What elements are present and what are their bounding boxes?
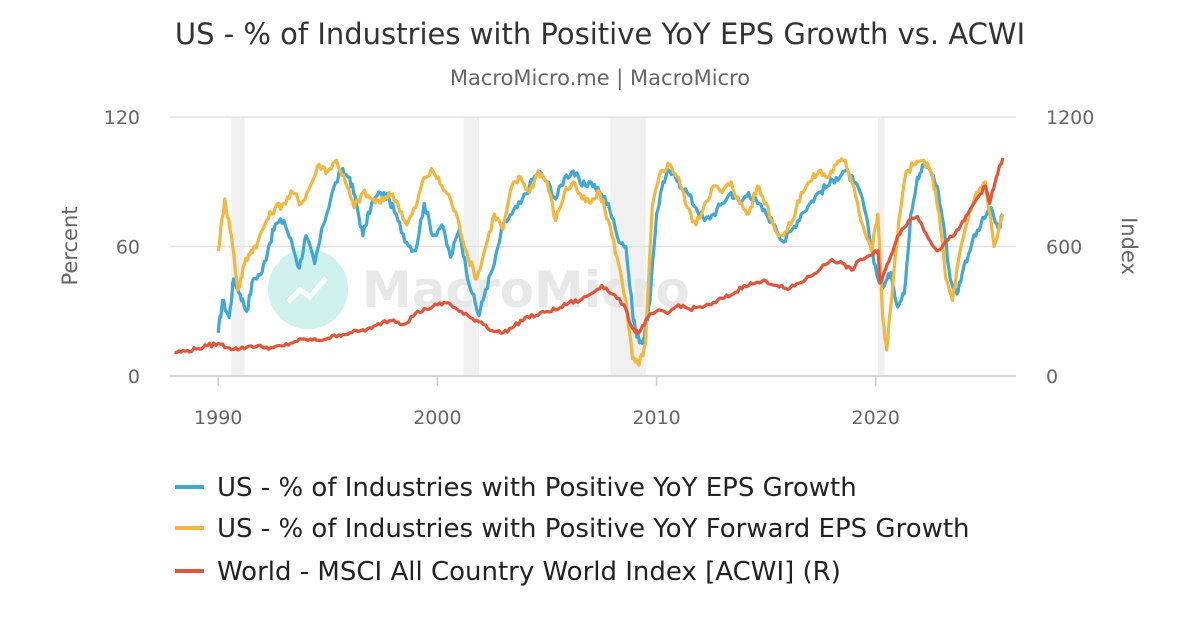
x-tick-label: 2000 [413, 407, 461, 429]
x-tick-label: 1990 [194, 407, 242, 429]
series-line-0 [216, 162, 1004, 345]
series-line-1 [216, 157, 1005, 367]
legend-label-1: US - % of Industries with Positive YoY F… [217, 514, 970, 544]
y-right-tick-label: 0 [1046, 366, 1058, 388]
legend: US - % of Industries with Positive YoY E… [175, 473, 970, 587]
legend-label-0: US - % of Industries with Positive YoY E… [217, 473, 857, 503]
y-left-tick-label: 60 [116, 237, 140, 259]
chart-title: US - % of Industries with Positive YoY E… [175, 17, 1025, 51]
y-axis-right-title: Index [1117, 217, 1141, 275]
y-left-tick-label: 0 [128, 366, 140, 388]
watermark-text: MacroMicro [362, 261, 690, 319]
x-tick-label: 2010 [632, 407, 680, 429]
x-tick-label: 2020 [852, 407, 900, 429]
y-axis-left-title: Percent [58, 206, 82, 285]
watermark: MacroMicro [268, 249, 690, 329]
watermark-logo-icon [268, 249, 348, 329]
chart-subtitle: MacroMicro.me | MacroMicro [450, 66, 750, 91]
y-left-tick-label: 120 [104, 107, 140, 129]
watermark-chart-icon [286, 276, 328, 304]
legend-label-2: World - MSCI All Country World Index [AC… [217, 557, 841, 587]
y-right-tick-label: 600 [1046, 237, 1082, 259]
series-lines [174, 157, 1005, 367]
series-line-2 [174, 157, 1005, 355]
y-right-tick-label: 1200 [1046, 107, 1094, 129]
